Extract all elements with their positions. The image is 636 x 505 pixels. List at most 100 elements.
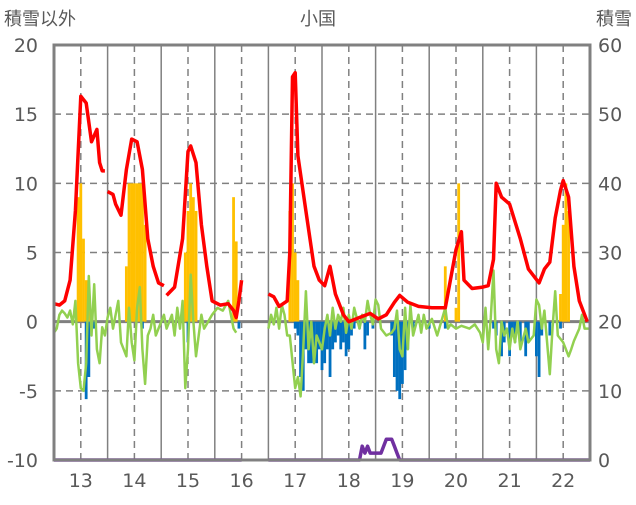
right-tick-label: 30 bbox=[598, 243, 622, 265]
orange-bar bbox=[183, 252, 187, 322]
orange-bar bbox=[291, 183, 294, 322]
blue-bar bbox=[395, 321, 399, 391]
orange-bar bbox=[234, 241, 238, 322]
orange-bar bbox=[138, 183, 142, 322]
blue-bar bbox=[443, 321, 447, 329]
blue-bar bbox=[559, 321, 562, 329]
blue-bar bbox=[535, 321, 538, 357]
blue-bar bbox=[309, 321, 313, 364]
blue-bar bbox=[347, 321, 351, 350]
orange-bar bbox=[457, 183, 461, 322]
orange-bar bbox=[124, 266, 128, 322]
red-line-segment bbox=[53, 94, 105, 307]
orange-bar bbox=[293, 252, 297, 322]
orange-bar bbox=[186, 211, 190, 322]
orange-bar bbox=[76, 197, 80, 322]
right-tick-label: 60 bbox=[598, 35, 622, 57]
orange-bar bbox=[143, 224, 147, 322]
green-line-segment bbox=[52, 273, 238, 393]
orange-bar bbox=[135, 183, 139, 322]
blue-bar bbox=[518, 321, 522, 343]
red-line-segment bbox=[106, 137, 165, 288]
left-tick-label: 15 bbox=[14, 104, 38, 126]
orange-bar bbox=[564, 183, 568, 322]
blue-bar bbox=[339, 321, 343, 350]
x-tick-label: 17 bbox=[283, 470, 307, 492]
orange-bar bbox=[559, 294, 562, 322]
orange-bar bbox=[561, 224, 565, 322]
blue-bar bbox=[312, 321, 316, 350]
right-tick-label: 50 bbox=[598, 104, 622, 126]
orange-bar bbox=[191, 197, 195, 322]
left-tick-label: 5 bbox=[26, 243, 38, 265]
x-tick-label: 15 bbox=[176, 470, 200, 492]
blue-bar bbox=[524, 321, 528, 357]
chart-title: 小国 bbox=[300, 9, 336, 30]
blue-bar bbox=[513, 321, 517, 343]
orange-bar bbox=[194, 211, 198, 322]
orange-bar bbox=[130, 183, 134, 322]
blue-bar bbox=[363, 321, 367, 350]
x-tick-label: 19 bbox=[390, 470, 414, 492]
blue-bar bbox=[508, 321, 511, 357]
orange-bar bbox=[232, 197, 235, 322]
blue-bar bbox=[537, 321, 541, 377]
orange-bar bbox=[133, 183, 136, 322]
blue-bar bbox=[366, 321, 369, 336]
blue-bar bbox=[352, 321, 356, 329]
plot-frame bbox=[52, 43, 592, 462]
left-tick-label: -10 bbox=[7, 450, 38, 472]
red-line-segment bbox=[267, 70, 589, 324]
orange-bar bbox=[189, 183, 193, 322]
blue-bar bbox=[87, 321, 91, 377]
orange-bar bbox=[82, 238, 85, 322]
purple-line-segment bbox=[268, 437, 590, 462]
blue-bar bbox=[304, 321, 308, 350]
blue-bar bbox=[403, 321, 407, 371]
blue-bar bbox=[296, 321, 300, 336]
x-tick-label: 14 bbox=[122, 470, 146, 492]
x-tick-label: 18 bbox=[337, 470, 361, 492]
left-tick-label: 20 bbox=[14, 35, 38, 57]
left-tick-label: 10 bbox=[14, 173, 38, 195]
blue-bar bbox=[336, 321, 340, 336]
blue-bar bbox=[317, 321, 321, 350]
bars bbox=[76, 183, 570, 400]
x-tick-label: 16 bbox=[230, 470, 254, 492]
red-line-segment bbox=[165, 144, 244, 320]
orange-bar bbox=[84, 280, 88, 322]
blue-bar bbox=[92, 321, 96, 329]
orange-bar bbox=[454, 307, 458, 322]
blue-bar bbox=[398, 321, 402, 400]
orange-bar bbox=[141, 183, 144, 322]
blue-bar bbox=[548, 321, 552, 336]
right-tick-label: 20 bbox=[598, 312, 622, 334]
right-tick-label: 10 bbox=[598, 381, 622, 403]
blue-bar bbox=[342, 321, 345, 343]
blue-bar bbox=[392, 321, 396, 377]
orange-bar bbox=[79, 183, 83, 322]
blue-bar bbox=[390, 321, 394, 336]
right-axis-title: 積雪 bbox=[596, 9, 632, 30]
x-tick-label: 13 bbox=[69, 470, 93, 492]
blue-bar bbox=[325, 321, 329, 350]
blue-bar bbox=[293, 321, 297, 329]
blue-bar bbox=[331, 321, 335, 350]
blue-bar bbox=[334, 321, 337, 343]
right-tick-label: 40 bbox=[598, 173, 622, 195]
x-tick-label: 21 bbox=[498, 470, 522, 492]
blue-bar bbox=[344, 321, 348, 357]
left-axis-title: 積雪以外 bbox=[4, 9, 76, 30]
orange-bar bbox=[567, 211, 570, 322]
blue-bar bbox=[492, 321, 495, 329]
x-tick-label: 22 bbox=[551, 470, 575, 492]
blue-bar bbox=[237, 321, 241, 329]
blue-bar bbox=[299, 321, 302, 377]
orange-bar bbox=[127, 183, 131, 322]
left-tick-label: -5 bbox=[19, 381, 38, 403]
blue-bar bbox=[328, 321, 332, 377]
blue-bar bbox=[526, 321, 530, 343]
blue-bar bbox=[323, 321, 327, 364]
right-tick-label: 0 bbox=[598, 450, 610, 472]
left-tick-label: 0 bbox=[26, 312, 38, 334]
